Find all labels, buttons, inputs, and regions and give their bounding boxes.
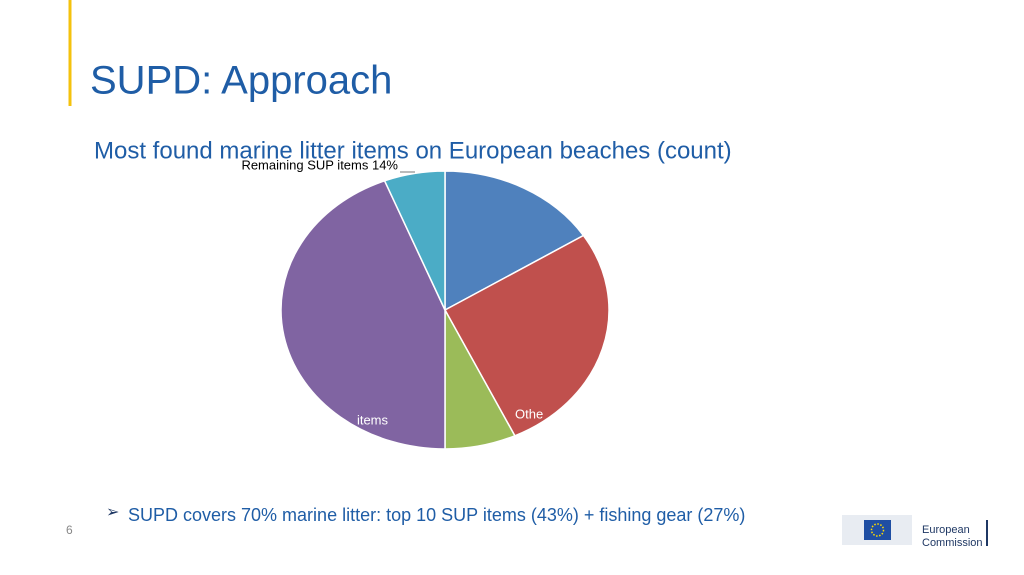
slide-title: SUPD: Approach bbox=[90, 59, 392, 103]
flag-stars bbox=[870, 523, 885, 537]
slice-label: Othe bbox=[515, 406, 543, 421]
pie: Othe items Remaining SUP items 14% bbox=[241, 157, 610, 450]
pie-slice bbox=[383, 170, 446, 311]
pie-slice bbox=[443, 234, 610, 437]
eu-logo: European Commission bbox=[842, 515, 988, 549]
pie-slice bbox=[280, 179, 446, 450]
chart-title: Most found marine litter items on Europe… bbox=[94, 137, 732, 164]
pie-slice bbox=[444, 170, 585, 312]
page-number: 6 bbox=[66, 523, 73, 537]
logo-text: Commission bbox=[922, 537, 983, 549]
logo-text: European bbox=[922, 524, 970, 536]
slice-label: Remaining SUP items 14% bbox=[241, 157, 398, 172]
slice-label: items bbox=[357, 412, 389, 427]
bullet-text: SUPD covers 70% marine litter: top 10 SU… bbox=[128, 505, 745, 525]
eu-flag bbox=[864, 520, 891, 540]
bullet-icon: ➢ bbox=[106, 504, 119, 521]
